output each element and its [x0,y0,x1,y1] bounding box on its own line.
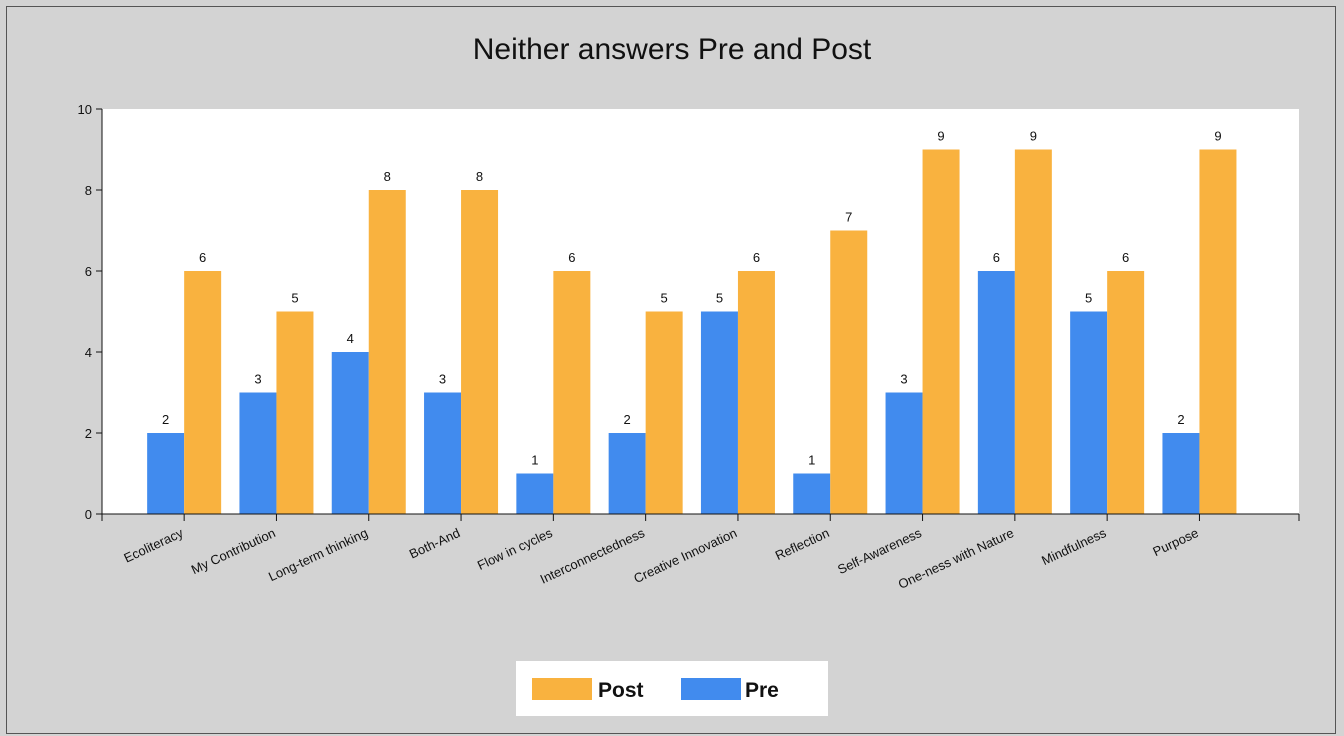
bar-post-1 [184,271,222,514]
x-tick-label: My Contribution [189,525,278,577]
legend-label-pre: Pre [745,679,779,702]
data-label-pre-9: 3 [900,372,907,387]
data-label-pre-4: 3 [439,372,446,387]
bar-pre-11 [1070,311,1108,514]
bar-pre-6 [608,433,646,514]
bar-post-2 [276,311,314,514]
bar-post-9 [922,149,960,514]
bar-post-7 [737,271,775,514]
bar-post-10 [1014,149,1052,514]
bar-pre-10 [977,271,1015,514]
x-tick-label: Reflection [773,525,832,563]
data-label-post-11: 6 [1122,250,1129,265]
y-tick-label: 6 [85,264,92,279]
data-label-pre-5: 1 [531,453,538,468]
chart-title: Neither answers Pre and Post [473,33,872,66]
x-tick-label: Mindfulness [1039,525,1109,568]
bar-pre-8 [793,473,831,514]
bar-post-6 [645,311,683,514]
data-label-pre-6: 2 [624,412,631,427]
y-tick-label: 2 [85,426,92,441]
data-label-post-12: 9 [1214,129,1221,144]
data-label-post-5: 6 [568,250,575,265]
data-label-pre-8: 1 [808,453,815,468]
data-label-pre-3: 4 [347,331,354,346]
data-label-pre-11: 5 [1085,291,1092,306]
bar-chart: Neither answers Pre and Post 26354838162… [78,33,1300,716]
data-label-post-1: 6 [199,250,206,265]
x-tick-label: Creative Innovation [631,525,739,586]
x-tick-label: Purpose [1150,525,1200,559]
bar-pre-2 [239,392,277,514]
bars-layer: 2 6 3 5 4 8 3 8 1 6 2 5 5 6 1 7 3 9 6 9 5 6 2 9 [147,129,1237,514]
legend-label-post: Post [598,679,644,702]
x-tick-label: Self-Awareness [835,525,924,577]
y-tick-label: 0 [85,507,92,522]
bar-pre-5 [516,473,554,514]
legend-swatch-post [532,678,592,700]
data-label-pre-7: 5 [716,291,723,306]
data-label-post-10: 9 [1030,129,1037,144]
bar-post-3 [368,190,406,514]
data-label-post-7: 6 [753,250,760,265]
y-tick-label: 8 [85,183,92,198]
bar-pre-12 [1162,433,1200,514]
x-tick-label: Long-term thinking [266,525,370,584]
data-label-pre-2: 3 [254,372,261,387]
legend-swatch-pre [681,678,741,700]
bar-post-5 [553,271,591,514]
legend: Post Pre [516,661,828,716]
bar-pre-3 [331,352,369,514]
data-label-post-4: 8 [476,169,483,184]
bar-pre-7 [700,311,738,514]
bar-post-12 [1199,149,1237,514]
data-label-post-3: 8 [384,169,391,184]
y-tick-label: 4 [85,345,92,360]
bar-pre-4 [424,392,462,514]
bar-pre-9 [885,392,923,514]
bar-post-4 [461,190,499,514]
bar-pre-1 [147,433,185,514]
bar-post-11 [1107,271,1145,514]
data-label-post-8: 7 [845,210,852,225]
bar-post-8 [830,230,868,514]
x-tick-label: Interconnectedness [538,525,648,587]
x-tick-label: Flow in cycles [475,525,555,573]
x-tick-label: Both-And [407,525,462,562]
y-tick-label: 10 [78,102,92,117]
data-label-post-2: 5 [291,291,298,306]
data-label-post-6: 5 [661,291,668,306]
data-label-pre-10: 6 [993,250,1000,265]
x-tick-label: Ecoliteracy [121,525,185,566]
data-label-pre-12: 2 [1177,412,1184,427]
data-label-post-9: 9 [937,129,944,144]
data-label-pre-1: 2 [162,412,169,427]
